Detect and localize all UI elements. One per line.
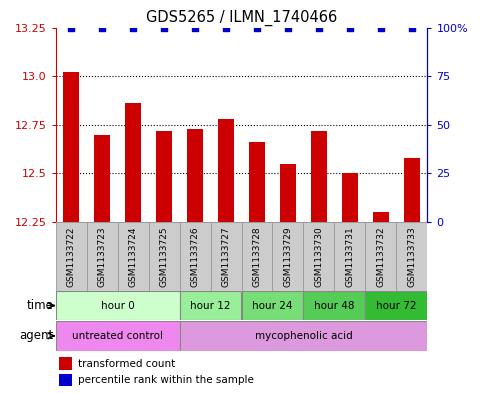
Bar: [117, 222, 149, 291]
Bar: [311, 130, 327, 222]
Point: [408, 24, 416, 31]
Bar: [373, 212, 389, 222]
Bar: [397, 222, 427, 291]
Bar: [272, 222, 303, 291]
Point: [253, 24, 261, 31]
Text: GSM1133726: GSM1133726: [190, 226, 199, 287]
Text: hour 24: hour 24: [252, 301, 293, 310]
Point: [222, 24, 230, 31]
Bar: [280, 163, 296, 222]
Text: transformed count: transformed count: [78, 358, 175, 369]
Point: [315, 24, 323, 31]
Text: mycophenolic acid: mycophenolic acid: [255, 331, 353, 341]
Bar: [59, 357, 72, 369]
Bar: [56, 222, 86, 291]
Bar: [334, 222, 366, 291]
Text: GSM1133723: GSM1133723: [98, 226, 107, 287]
Point: [284, 24, 292, 31]
Bar: [242, 222, 272, 291]
Text: GSM1133725: GSM1133725: [159, 226, 169, 287]
Text: hour 72: hour 72: [376, 301, 417, 310]
Bar: [404, 158, 420, 222]
Bar: [156, 130, 172, 222]
Bar: [56, 321, 180, 351]
Bar: [303, 222, 334, 291]
Text: hour 48: hour 48: [314, 301, 355, 310]
Text: GSM1133733: GSM1133733: [408, 226, 416, 287]
Title: GDS5265 / ILMN_1740466: GDS5265 / ILMN_1740466: [146, 10, 337, 26]
Bar: [366, 222, 397, 291]
Text: time: time: [27, 299, 54, 312]
Bar: [63, 72, 79, 222]
Bar: [180, 321, 427, 351]
Bar: [218, 119, 234, 222]
Point: [346, 24, 354, 31]
Bar: [149, 222, 180, 291]
Bar: [242, 291, 303, 320]
Bar: [211, 222, 242, 291]
Bar: [180, 222, 211, 291]
Point: [377, 24, 385, 31]
Text: GSM1133732: GSM1133732: [376, 226, 385, 287]
Point: [160, 24, 168, 31]
Text: GSM1133724: GSM1133724: [128, 226, 138, 286]
Point: [67, 24, 75, 31]
Bar: [342, 173, 358, 222]
Point: [191, 24, 199, 31]
Bar: [187, 129, 203, 222]
Text: agent: agent: [19, 329, 54, 342]
Bar: [303, 291, 366, 320]
Bar: [86, 222, 117, 291]
Text: GSM1133728: GSM1133728: [253, 226, 261, 287]
Bar: [180, 291, 242, 320]
Text: GSM1133722: GSM1133722: [67, 226, 75, 286]
Text: hour 0: hour 0: [100, 301, 134, 310]
Point: [98, 24, 106, 31]
Bar: [249, 142, 265, 222]
Text: GSM1133729: GSM1133729: [284, 226, 293, 287]
Point: [129, 24, 137, 31]
Text: GSM1133731: GSM1133731: [345, 226, 355, 287]
Text: percentile rank within the sample: percentile rank within the sample: [78, 375, 254, 385]
Bar: [366, 291, 427, 320]
Bar: [94, 134, 110, 222]
Text: GSM1133730: GSM1133730: [314, 226, 324, 287]
Text: hour 12: hour 12: [190, 301, 231, 310]
Bar: [125, 103, 141, 222]
Bar: [56, 291, 180, 320]
Bar: [59, 374, 72, 386]
Text: GSM1133727: GSM1133727: [222, 226, 230, 287]
Text: untreated control: untreated control: [72, 331, 163, 341]
